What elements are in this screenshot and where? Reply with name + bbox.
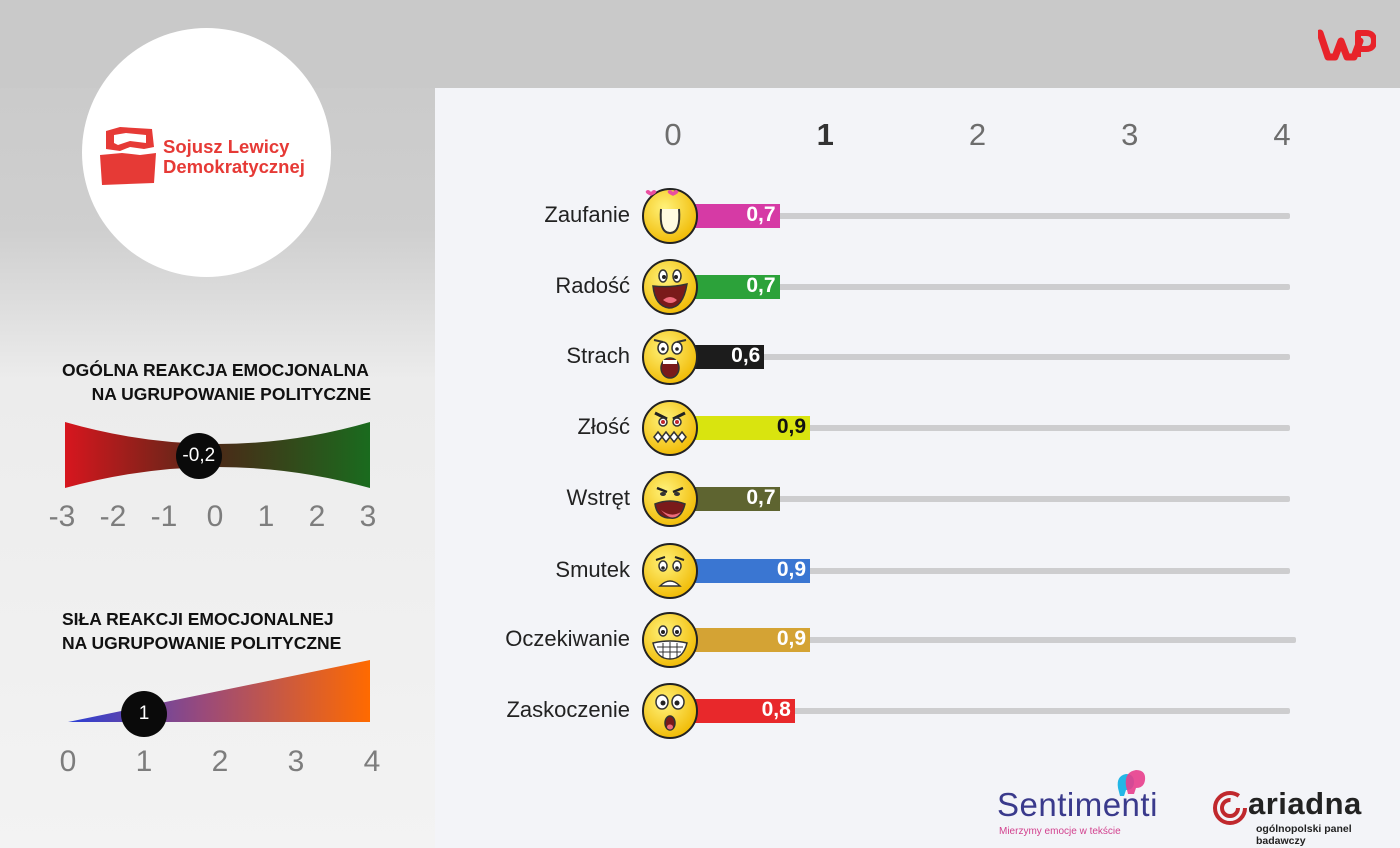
bar-value-label: 0,9 [776, 627, 807, 650]
bar-track [690, 213, 1290, 219]
reaction-strength-title-line1: SIŁA REAKCJI EMOCJONALNEJ [62, 609, 334, 629]
bar-track [690, 425, 1290, 431]
bar-value-label: 0,9 [776, 558, 807, 581]
bar-track [690, 708, 1290, 714]
bar [690, 416, 811, 440]
face-joy-icon [642, 259, 698, 315]
bar-track [690, 496, 1290, 502]
x-axis-tick: 3 [1121, 117, 1139, 152]
category-label: Zaufanie [544, 202, 630, 227]
bar [690, 275, 780, 299]
face-disgust-icon [642, 471, 698, 527]
party-name-line1: Sojusz Lewicy [163, 136, 290, 157]
bar-value-label: 0,6 [731, 344, 761, 367]
sentimenti-logo-text: Sentimenti [997, 786, 1158, 823]
bar-track [690, 284, 1290, 290]
bar [690, 559, 811, 583]
reaction-strength-title-line2: NA UGRUPOWANIE POLITYCZNE [62, 633, 342, 653]
overall-reaction-title-line1: OGÓLNA REAKCJA EMOCJONALNA [62, 360, 369, 380]
category-label: Radość [555, 273, 630, 298]
overall-reaction-marker: -0,2 [175, 433, 222, 479]
overall-scale-tick: -2 [99, 500, 127, 533]
overall-scale-tick: -1 [150, 500, 178, 533]
category-label: Wstręt [566, 485, 630, 510]
category-label: Strach [566, 343, 630, 368]
strength-scale-tick: 2 [211, 745, 229, 778]
category-label: Zaskoczenie [506, 697, 630, 722]
sld-logo-icon [100, 127, 156, 185]
x-axis-tick: 2 [968, 117, 987, 152]
category-label: Oczekiwanie [505, 626, 630, 651]
strength-scale-tick: 4 [363, 745, 381, 778]
bar-track [690, 354, 1290, 360]
face-sad-icon [642, 543, 698, 599]
bar-value-label: 0,7 [746, 486, 776, 509]
bar-value-label: 0,7 [746, 203, 776, 226]
x-axis-tick: 4 [1273, 117, 1291, 152]
bar-value-label: 0,7 [746, 274, 776, 297]
strength-scale-tick: 3 [287, 745, 305, 778]
face-anticipation-icon [642, 612, 698, 668]
overall-scale-tick: 2 [308, 500, 326, 533]
bar [690, 628, 811, 652]
overall-scale-tick: 1 [257, 500, 275, 533]
reaction-strength-marker: 1 [121, 691, 167, 737]
ariadna-tagline: ogólnopolski panel badawczy [1256, 823, 1352, 847]
face-fear-icon [642, 329, 698, 385]
party-logo-circle [82, 28, 331, 277]
wp-logo-icon [1318, 29, 1376, 61]
face-surprise-icon [642, 683, 698, 739]
sentimenti-heads-icon [1117, 770, 1146, 796]
face-love-icon [642, 188, 698, 244]
category-label: Smutek [555, 557, 630, 582]
strength-scale-tick: 0 [59, 745, 77, 778]
strength-scale-tick: 1 [135, 745, 153, 778]
x-axis-tick: 1 [816, 117, 834, 152]
overall-scale-tick: -3 [48, 500, 76, 533]
bar [690, 699, 795, 723]
bar-track [690, 637, 1296, 643]
overall-scale-tick: 0 [206, 500, 224, 533]
face-anger-icon [642, 400, 698, 456]
bar [690, 204, 780, 228]
ariadna-logo-text: ariadna [1248, 786, 1362, 821]
bar [690, 345, 765, 369]
bar-value-label: 0,8 [761, 698, 791, 721]
bar [690, 487, 780, 511]
bar-track [690, 568, 1290, 574]
reaction-strength-gauge [68, 660, 370, 722]
overall-reaction-title-line2: NA UGRUPOWANIE POLITYCZNE [91, 384, 371, 404]
x-axis-tick: 0 [664, 117, 682, 152]
category-label: Złość [577, 414, 630, 439]
sentimenti-tagline: Mierzymy emocje w tekście [999, 826, 1121, 837]
ariadna-spiral-icon [1213, 791, 1247, 825]
overall-scale-tick: 3 [359, 500, 377, 533]
bar-value-label: 0,9 [776, 415, 807, 438]
party-name-line2: Demokratycznej [163, 156, 305, 177]
